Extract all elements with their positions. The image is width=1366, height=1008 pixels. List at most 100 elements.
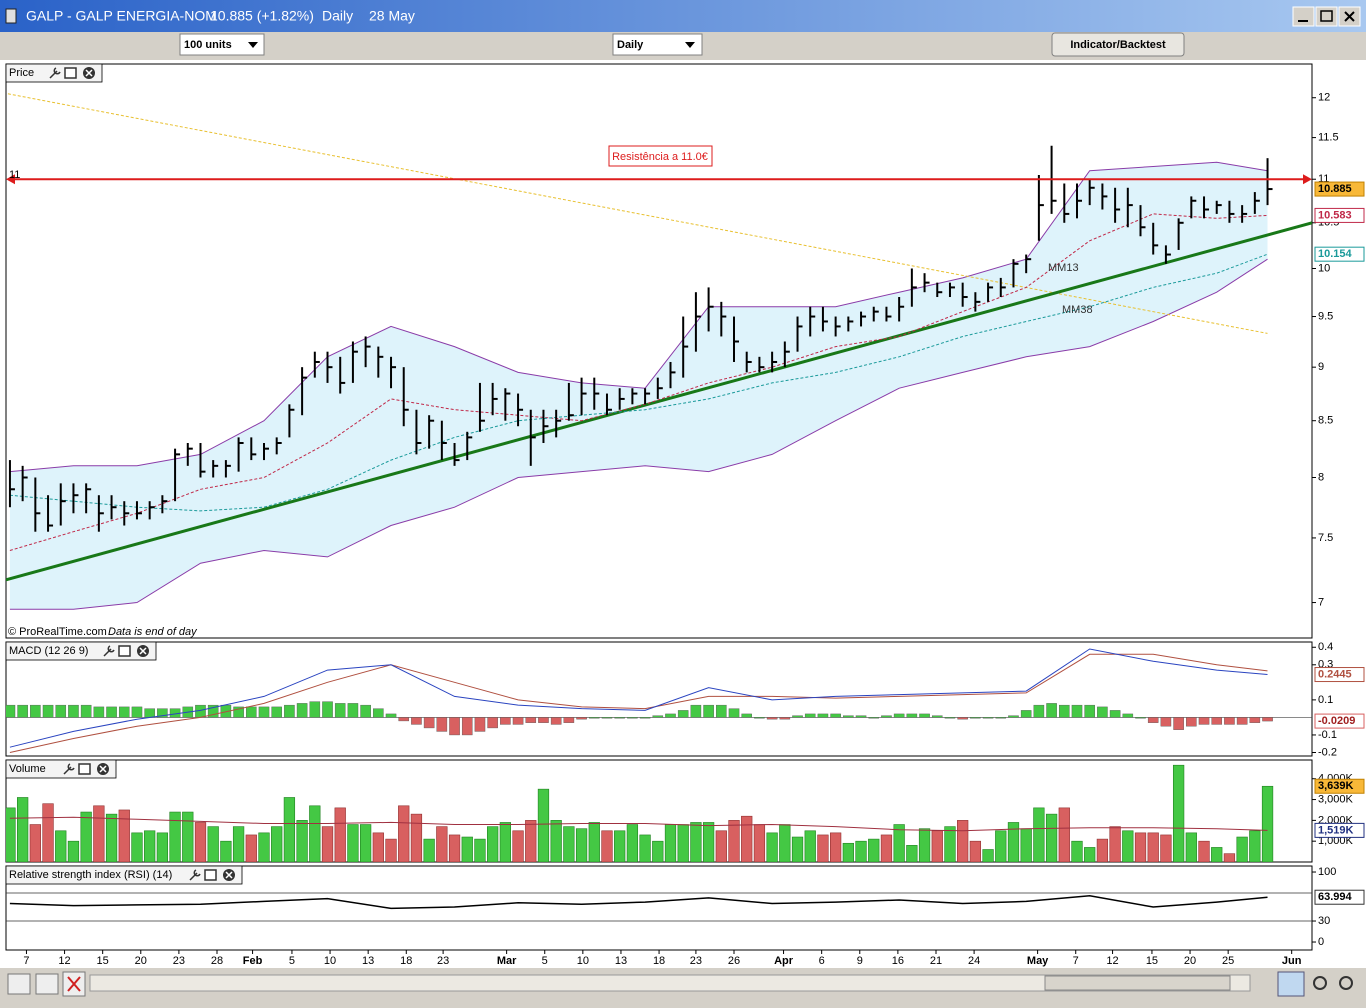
macd-histogram-bar: [1249, 717, 1261, 723]
y-tick-label: 11: [1318, 173, 1329, 185]
indicator-button[interactable]: [1051, 32, 1185, 57]
signal-line: [9, 653, 1268, 753]
macd-histogram-bar: [919, 713, 930, 718]
settings-icon[interactable]: [49, 67, 61, 79]
x-tick-label: 13: [615, 955, 627, 967]
volume-bar: [499, 822, 511, 862]
x-tick-label: 12: [58, 955, 70, 967]
x-tick-label: 25: [1222, 955, 1234, 967]
x-tick-label: 10: [324, 955, 336, 967]
units-select[interactable]: [179, 33, 265, 56]
macd-histogram-bar: [334, 703, 346, 718]
period-select-text: Daily: [617, 39, 644, 51]
volume-bar: [17, 797, 29, 862]
macd-histogram-bar: [1224, 717, 1235, 725]
value-label-box: [1314, 778, 1365, 794]
window-icon[interactable]: [64, 67, 77, 79]
value-label-box: [1314, 713, 1365, 729]
panel-title: MACD (12 26 9): [9, 645, 88, 657]
y-tick-label: 7.5: [1318, 532, 1333, 544]
volume-bar: [855, 840, 867, 862]
dropdown-arrow: [685, 42, 695, 48]
macd-histogram-bar: [843, 715, 854, 718]
value-label-box: [1314, 822, 1365, 838]
volume-bar: [957, 820, 969, 862]
volume-bar: [385, 838, 397, 862]
macd-histogram-bar: [1186, 717, 1197, 727]
macd-histogram-bar: [1198, 717, 1210, 725]
window-icon[interactable]: [78, 763, 91, 775]
macd-histogram-bar: [1211, 717, 1223, 725]
moving-average: [9, 253, 1268, 512]
x-tick-label: 5: [289, 955, 295, 967]
volume-bar: [410, 813, 423, 862]
macd-histogram-bar: [1059, 704, 1070, 718]
volume-bar: [296, 820, 308, 862]
x-tick-label: 6: [819, 955, 825, 967]
macd-histogram-bar: [576, 717, 587, 720]
volume-bar: [29, 824, 41, 862]
note: Data is end of day: [108, 626, 198, 638]
mail-icon[interactable]: [7, 973, 31, 995]
maximize-button[interactable]: [1315, 6, 1338, 27]
macd-histogram-bar: [995, 717, 1007, 719]
volume-bar: [423, 838, 435, 862]
value-label-box: [1314, 246, 1365, 262]
settings-icon[interactable]: [189, 869, 201, 881]
bollinger-lower: [9, 258, 1268, 610]
volume-bar: [614, 830, 626, 862]
volume-bar: [67, 840, 80, 862]
volume-bar: [702, 822, 715, 862]
period-select[interactable]: [612, 33, 703, 56]
macd-histogram-bar: [1084, 704, 1095, 718]
scrollbar[interactable]: [89, 974, 1251, 992]
panel-plot: [6, 892, 1312, 922]
macd-histogram-bar: [17, 704, 28, 718]
volume-bar: [601, 830, 613, 862]
x-tick-label: 12: [1106, 955, 1118, 967]
volume-bar: [347, 824, 359, 862]
minimize-button[interactable]: [1292, 6, 1315, 27]
x-tick-label: 23: [437, 955, 449, 967]
x-tick-label: 28: [211, 955, 223, 967]
macd-histogram-bar: [538, 717, 549, 723]
close-icon-glyph: [139, 647, 147, 655]
annotation-box: [608, 145, 713, 167]
volume-bar: [105, 813, 118, 862]
macd-histogram-bar: [6, 704, 16, 718]
volume-bar: [626, 824, 639, 862]
macd-histogram-bar: [1236, 717, 1248, 725]
panel-header: [5, 865, 243, 885]
volume-bar: [830, 832, 842, 862]
macd-histogram-bar: [271, 706, 282, 718]
macd-histogram-bar: [906, 713, 918, 718]
y-tick-label: 10: [1318, 262, 1330, 274]
macd-line: [9, 648, 1268, 748]
macd-histogram-bar: [779, 717, 791, 720]
moving-average-label: MM13: [1048, 262, 1079, 274]
volume-bar: [1096, 838, 1109, 862]
value-label: 3,639K: [1318, 780, 1354, 792]
print-icon[interactable]: [35, 973, 59, 995]
settings-icon[interactable]: [103, 645, 115, 657]
volume-bar: [664, 824, 677, 862]
window-date: 28 May: [369, 8, 415, 24]
panel-title: Volume: [9, 763, 46, 775]
window-icon[interactable]: [118, 645, 131, 657]
x-tick-label: 18: [400, 955, 412, 967]
settings-icon[interactable]: [63, 763, 75, 775]
macd-histogram-bar: [258, 706, 270, 718]
volume-bar: [918, 828, 931, 862]
zoom-out[interactable]: [1313, 976, 1327, 990]
volume-bar: [753, 824, 766, 862]
volume-bar: [80, 811, 92, 862]
zoom-tool[interactable]: [1277, 971, 1305, 997]
window-icon[interactable]: [204, 869, 217, 881]
zoom-in[interactable]: [1339, 976, 1353, 990]
scrollbar-thumb[interactable]: [1044, 975, 1231, 991]
close-icon-glyph: [99, 765, 107, 773]
volume-bar: [817, 834, 829, 862]
volume-bar: [1134, 832, 1147, 862]
x-tick-label: 20: [1184, 955, 1196, 967]
